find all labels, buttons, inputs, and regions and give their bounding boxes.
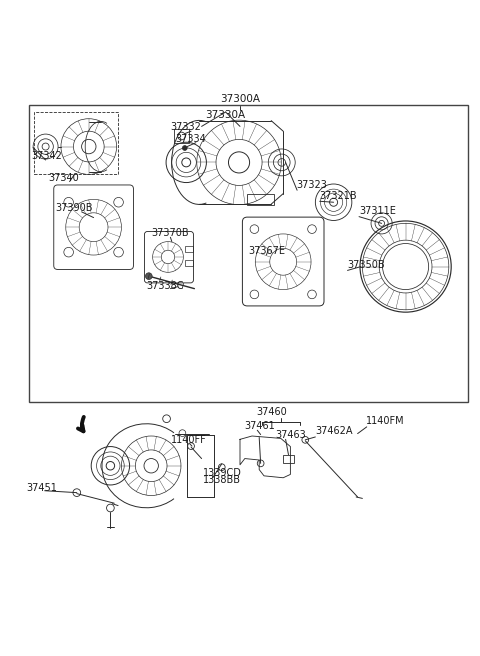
Bar [29, 105, 468, 402]
Text: 37461: 37461 [244, 421, 275, 431]
Text: 1338BB: 1338BB [203, 476, 240, 485]
Text: 37350B: 37350B [347, 260, 384, 270]
Text: 37334: 37334 [175, 134, 206, 144]
Bar [247, 194, 274, 205]
Text: 37323: 37323 [297, 180, 327, 190]
Text: 37460: 37460 [256, 407, 287, 417]
Text: 37311E: 37311E [359, 206, 396, 216]
Circle shape [182, 146, 187, 150]
Text: 37370B: 37370B [151, 228, 189, 238]
Text: 37330A: 37330A [205, 110, 246, 119]
Text: 1140FM: 1140FM [366, 417, 405, 426]
Circle shape [145, 273, 152, 279]
Text: 37451: 37451 [26, 483, 57, 493]
Text: 37338C: 37338C [146, 281, 184, 291]
Text: 1140FF: 1140FF [171, 435, 207, 445]
Text: 37462A: 37462A [315, 426, 352, 436]
Text: 37367E: 37367E [249, 246, 286, 256]
Text: 37390B: 37390B [55, 203, 93, 213]
Text: 37340: 37340 [48, 173, 79, 183]
Bar [174, 129, 189, 143]
Bar [283, 455, 294, 463]
Text: 37342: 37342 [31, 151, 62, 161]
Text: 37300A: 37300A [220, 94, 260, 104]
Bar [34, 112, 118, 174]
Text: 37463: 37463 [275, 430, 306, 440]
Text: 1339CD: 1339CD [203, 468, 241, 478]
Bar [185, 260, 193, 266]
Text: 37321B: 37321B [319, 191, 357, 201]
Text: 37332: 37332 [170, 122, 201, 132]
Bar [185, 247, 193, 252]
